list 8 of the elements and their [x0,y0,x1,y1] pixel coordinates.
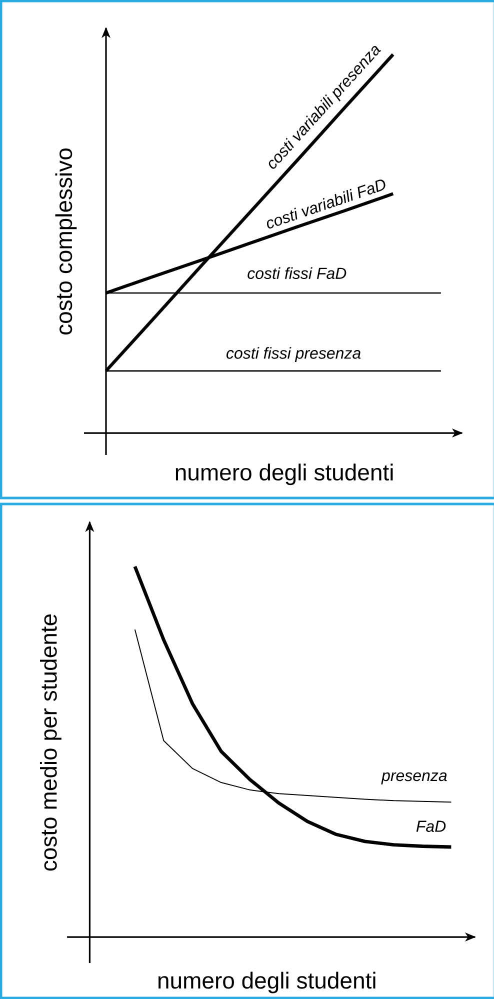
x-axis-title: numero degli studenti [158,972,376,994]
y-axis-title: costo medio per studente [40,614,62,871]
x-axis-title: numero degli studenti [176,464,393,486]
series-label: FaD [416,820,446,832]
series-label: presenza [381,772,447,784]
y-axis-title: costo complessivo [55,148,77,334]
series-label: costi fissi presenza [226,347,361,362]
series-label: costi fissi FaD [248,267,346,279]
